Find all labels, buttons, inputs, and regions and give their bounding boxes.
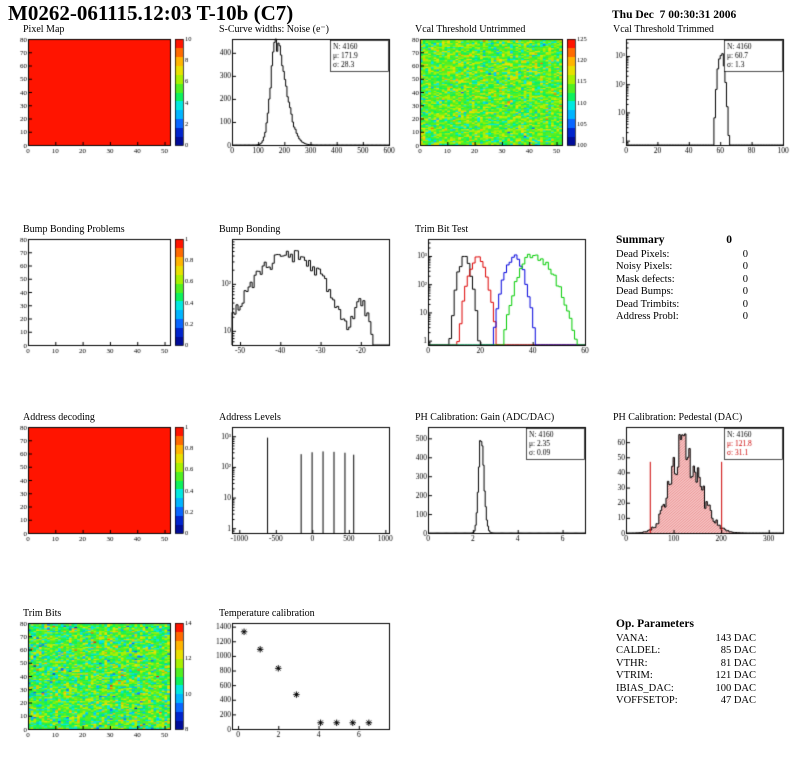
vcal-trimmed-canvas bbox=[600, 36, 790, 158]
op-parameter-label: VTRIM: bbox=[616, 670, 653, 682]
temp-calibration-canvas bbox=[206, 620, 396, 742]
op-parameter-row: VANA: 143 DAC bbox=[616, 633, 756, 645]
op-parameter-row: VOFFSETOP: 47 DAC bbox=[616, 695, 756, 707]
plot-bump-bonding: Bump Bonding bbox=[206, 224, 396, 358]
summary-row-value: 0 bbox=[742, 273, 748, 285]
op-parameter-label: IBIAS_DAC: bbox=[616, 682, 674, 694]
plot-ph-pedestal: PH Calibration: Pedestal (DAC) bbox=[600, 412, 790, 546]
summary-row-label: Noisy Pixels: bbox=[616, 261, 673, 273]
bump-bonding-canvas bbox=[206, 236, 396, 358]
summary-row: Dead Pixels: 0 bbox=[616, 249, 748, 261]
ph-pedestal-canvas bbox=[600, 424, 790, 546]
vcal-untrimmed-canvas bbox=[402, 36, 592, 158]
summary-row-label: Dead Pixels: bbox=[616, 249, 670, 260]
op-parameters-title-row: Op. Parameters bbox=[616, 618, 756, 630]
summary-row-label: Mask defects: bbox=[616, 273, 675, 285]
plot-title: Vcal Threshold Trimmed bbox=[613, 24, 714, 35]
op-parameter-row: CALDEL: 85 DAC bbox=[616, 645, 756, 657]
op-parameter-value: 85 DAC bbox=[720, 645, 756, 657]
plot-vcal-untrimmed: Vcal Threshold Untrimmed bbox=[402, 24, 592, 158]
trim-bit-test-canvas bbox=[402, 236, 592, 358]
plot-trim-bits: Trim Bits bbox=[10, 608, 200, 742]
summary-panel: Summary 0 Dead Pixels: 0 Noisy Pixels: 0 M… bbox=[616, 234, 748, 323]
plot-ph-gain: PH Calibration: Gain (ADC/DAC) bbox=[402, 412, 592, 546]
summary-row: Address Probl: 0 bbox=[616, 311, 748, 323]
ph-gain-canvas bbox=[402, 424, 592, 546]
address-levels-canvas bbox=[206, 424, 396, 546]
op-parameter-value: 100 DAC bbox=[715, 682, 756, 694]
op-parameter-value: 81 DAC bbox=[720, 657, 756, 669]
plot-title: Bump Bonding bbox=[219, 224, 281, 235]
trim-bits-canvas bbox=[10, 620, 200, 742]
plot-title: Trim Bits bbox=[23, 608, 62, 619]
plot-title: Address Levels bbox=[219, 412, 281, 423]
op-parameter-value: 47 DAC bbox=[720, 695, 756, 707]
op-parameter-label: CALDEL: bbox=[616, 645, 661, 657]
plot-title: Pixel Map bbox=[23, 24, 65, 35]
summary-row-label: Dead Trimbits: bbox=[616, 298, 680, 310]
summary-total: 0 bbox=[726, 234, 732, 246]
op-parameter-label: VANA: bbox=[616, 633, 648, 644]
bump-problems-canvas bbox=[10, 236, 200, 358]
plot-title: PH Calibration: Pedestal (DAC) bbox=[613, 412, 743, 423]
plot-trim-bit-test: Trim Bit Test bbox=[402, 224, 592, 358]
summary-title: Summary bbox=[616, 234, 665, 246]
summary-row-value: 0 bbox=[742, 249, 748, 260]
op-parameter-row: VTRIM: 121 DAC bbox=[616, 670, 756, 682]
plot-title: Bump Bonding Problems bbox=[23, 224, 125, 235]
summary-row-value: 0 bbox=[742, 311, 748, 323]
summary-row: Mask defects: 0 bbox=[616, 274, 748, 286]
plot-bump-problems: Bump Bonding Problems bbox=[10, 224, 200, 358]
op-parameter-row: IBIAS_DAC: 100 DAC bbox=[616, 683, 756, 695]
summary-row: Dead Trimbits: 0 bbox=[616, 299, 748, 311]
summary-row-value: 0 bbox=[742, 261, 748, 273]
plot-title: Address decoding bbox=[23, 412, 95, 423]
summary-row: Dead Bumps: 0 bbox=[616, 286, 748, 298]
summary-row-value: 0 bbox=[742, 286, 748, 298]
plot-title: Vcal Threshold Untrimmed bbox=[415, 24, 526, 35]
plot-address-levels: Address Levels bbox=[206, 412, 396, 546]
op-parameter-label: VOFFSETOP: bbox=[616, 695, 678, 707]
plot-vcal-trimmed: Vcal Threshold Trimmed bbox=[600, 24, 790, 158]
op-parameters-panel: Op. Parameters VANA: 143 DAC CALDEL: 85 DA… bbox=[616, 618, 756, 707]
op-parameter-value: 121 DAC bbox=[715, 670, 756, 682]
plot-title: PH Calibration: Gain (ADC/DAC) bbox=[415, 412, 555, 423]
address-decoding-canvas bbox=[10, 424, 200, 546]
page-title: M0262-061115.12:03 T-10b (C7) bbox=[8, 1, 294, 25]
plot-pixel-map: Pixel Map bbox=[10, 24, 200, 158]
plot-title: Trim Bit Test bbox=[415, 224, 469, 235]
op-parameter-row: VTHR: 81 DAC bbox=[616, 658, 756, 670]
plot-temp-calibration: Temperature calibration bbox=[206, 608, 396, 742]
summary-title-row: Summary 0 bbox=[616, 234, 748, 246]
op-parameter-value: 143 DAC bbox=[715, 633, 756, 644]
summary-row: Noisy Pixels: 0 bbox=[616, 261, 748, 273]
timestamp: Thu Dec 7 00:30:31 2006 bbox=[612, 9, 737, 21]
summary-row-label: Dead Bumps: bbox=[616, 286, 674, 298]
plot-title: Temperature calibration bbox=[219, 608, 315, 619]
plot-scurve-noise: S-Curve widths: Noise (e⁻) bbox=[206, 24, 396, 158]
pixel-map-canvas bbox=[10, 36, 200, 158]
summary-row-value: 0 bbox=[742, 298, 748, 310]
op-parameter-label: VTHR: bbox=[616, 657, 648, 669]
plot-title: S-Curve widths: Noise (e⁻) bbox=[219, 24, 329, 35]
plot-address-decoding: Address decoding bbox=[10, 412, 200, 546]
op-parameters-title: Op. Parameters bbox=[616, 618, 694, 630]
scurve-noise-canvas bbox=[206, 36, 396, 158]
summary-row-label: Address Probl: bbox=[616, 311, 679, 323]
